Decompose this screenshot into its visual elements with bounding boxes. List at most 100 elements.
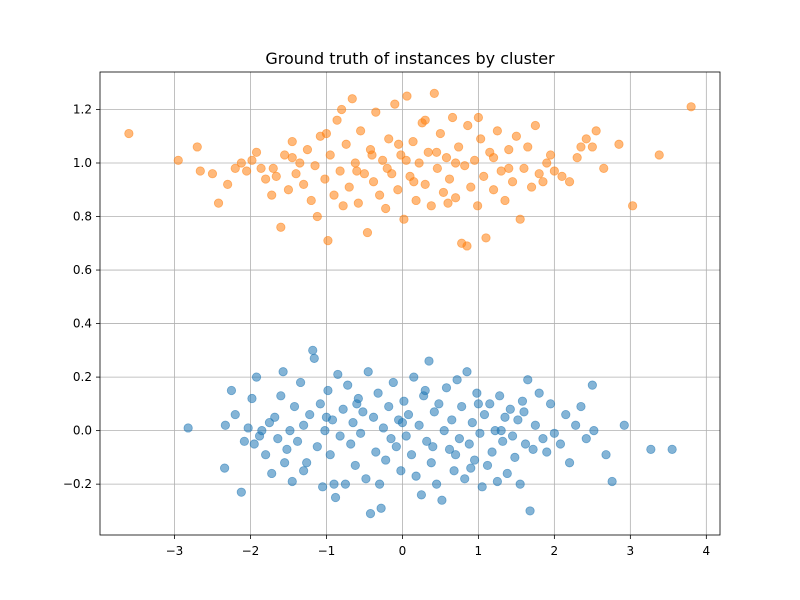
scatter-point	[502, 468, 512, 479]
scatter-point	[420, 115, 430, 125]
y-tick: 0.0	[73, 424, 100, 438]
scatter-point	[220, 420, 230, 430]
scatter-point	[388, 377, 398, 388]
scatter-point	[343, 380, 353, 390]
x-tick-label: 3	[627, 544, 635, 558]
scatter-point	[299, 420, 309, 430]
scatter-point	[352, 166, 362, 176]
x-tick: 4	[703, 535, 711, 558]
scatter-point	[460, 161, 470, 171]
scatter-point	[420, 385, 430, 396]
scatter-point	[302, 458, 312, 468]
scatter-point	[441, 383, 452, 393]
scatter-point	[423, 147, 433, 157]
scatter-point	[444, 174, 455, 184]
scatter-point	[362, 227, 373, 238]
scatter-point	[477, 482, 487, 492]
y-tick: 1.2	[73, 102, 100, 116]
scatter-point	[399, 396, 409, 406]
scatter-point	[308, 345, 318, 355]
scatter-point	[411, 195, 421, 206]
y-tick: 0.4	[73, 317, 100, 331]
scatter-point	[542, 447, 552, 457]
scatter-point	[285, 426, 295, 436]
scatter-point	[571, 420, 581, 430]
scatter-point	[587, 142, 597, 152]
scatter-point	[422, 436, 432, 446]
scatter-point	[495, 391, 505, 401]
scatter-point	[397, 417, 408, 428]
scatter-point	[321, 412, 332, 422]
scatter-point	[505, 404, 515, 414]
x-tick-label: 4	[703, 544, 711, 558]
scatter-point	[485, 399, 495, 409]
scatter-point	[353, 198, 363, 208]
scatter-point	[555, 439, 566, 449]
scatter-point	[450, 450, 461, 460]
scatter-point	[450, 158, 461, 168]
scatter-point	[338, 404, 348, 414]
x-tick: 0	[399, 535, 407, 558]
scatter-point	[488, 185, 499, 195]
x-tick-label: 0	[399, 544, 407, 558]
scatter-point	[320, 174, 330, 184]
scatter-point	[256, 163, 266, 173]
y-tick-label: 0.6	[73, 263, 92, 277]
scatter-point	[315, 399, 325, 409]
scatter-point	[411, 471, 421, 481]
scatter-point	[267, 468, 277, 479]
y-tick: 0.8	[73, 210, 100, 224]
scatter-point	[686, 102, 696, 112]
scatter-point	[251, 147, 262, 157]
scatter-point	[393, 185, 403, 195]
scatter-point	[460, 474, 470, 484]
y-tick: 0.6	[73, 263, 100, 277]
series-1-points	[183, 345, 677, 519]
scatter-point	[386, 434, 396, 444]
scatter-point	[320, 426, 330, 436]
scatter-point	[213, 198, 224, 208]
scatter-point	[476, 134, 486, 144]
scatter-point	[247, 155, 257, 165]
scatter-point	[381, 203, 391, 214]
scatter-point	[226, 385, 237, 396]
scatter-point	[299, 466, 309, 476]
scatter-point	[469, 155, 480, 165]
scatter-point	[576, 401, 586, 412]
scatter-point	[466, 182, 476, 192]
scatter-point	[431, 147, 442, 157]
scatter-point	[519, 163, 529, 173]
scatter-point	[463, 120, 473, 131]
scatter-point	[236, 158, 246, 168]
scatter-point	[464, 439, 474, 449]
scatter-point	[428, 442, 438, 452]
scatter-point	[607, 476, 617, 487]
scatter-point	[251, 372, 262, 382]
scatter-point	[350, 460, 360, 471]
scatter-point	[424, 356, 434, 366]
scatter-point	[268, 163, 278, 173]
scatter-point	[368, 412, 379, 422]
scatter-point	[481, 233, 491, 243]
x-tick-label: 2	[551, 544, 559, 558]
scatter-point	[462, 367, 472, 377]
scatter-point	[444, 444, 455, 454]
x-tick: −2	[242, 535, 259, 558]
scatter-point	[375, 190, 385, 200]
scatter-point	[173, 155, 183, 165]
scatter-point	[507, 431, 518, 441]
scatter-point	[302, 145, 313, 155]
scatter-point	[321, 128, 332, 139]
scatter-point	[295, 158, 305, 168]
scatter-point	[267, 190, 277, 200]
scatter-point	[545, 150, 556, 160]
scatter-point	[472, 388, 482, 398]
scatter-point	[396, 466, 406, 476]
scatter-point	[247, 393, 257, 404]
scatter-point	[406, 450, 417, 460]
scatter-point	[287, 153, 297, 163]
scatter-point	[409, 372, 419, 382]
scatter-point	[373, 388, 383, 398]
scatter-point	[488, 153, 499, 163]
scatter-point	[589, 426, 599, 436]
